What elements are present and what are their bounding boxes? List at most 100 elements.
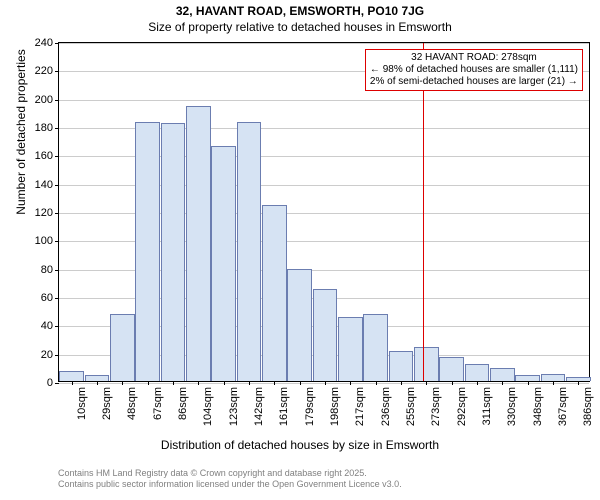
xtick-label: 386sqm bbox=[582, 387, 594, 426]
bar bbox=[465, 364, 490, 381]
bar bbox=[490, 368, 515, 381]
bar bbox=[389, 351, 414, 381]
xtick-label: 330sqm bbox=[506, 387, 518, 426]
ytick-mark bbox=[55, 43, 59, 44]
bar bbox=[186, 106, 211, 381]
xtick-label: 255sqm bbox=[405, 387, 417, 426]
ytick-label: 240 bbox=[35, 37, 53, 49]
annotation-line: ← 98% of detached houses are smaller (1,… bbox=[370, 64, 578, 76]
xtick-label: 367sqm bbox=[557, 387, 569, 426]
xtick-mark bbox=[350, 381, 351, 385]
bar bbox=[439, 357, 464, 381]
bar bbox=[338, 317, 363, 381]
credits: Contains HM Land Registry data © Crown c… bbox=[58, 468, 402, 490]
ytick-label: 60 bbox=[41, 292, 53, 304]
annotation-box: 32 HAVANT ROAD: 278sqm← 98% of detached … bbox=[365, 49, 583, 91]
ytick-label: 20 bbox=[41, 349, 53, 361]
bar bbox=[110, 314, 135, 381]
bar bbox=[287, 269, 312, 381]
xtick-label: 123sqm bbox=[228, 387, 240, 426]
ytick-label: 180 bbox=[35, 122, 53, 134]
xtick-label: 104sqm bbox=[202, 387, 214, 426]
xtick-mark bbox=[376, 381, 377, 385]
ytick-label: 200 bbox=[35, 94, 53, 106]
xtick-mark bbox=[224, 381, 225, 385]
annotation-line: 2% of semi-detached houses are larger (2… bbox=[370, 76, 578, 88]
ytick-mark bbox=[55, 298, 59, 299]
bar bbox=[211, 146, 236, 381]
xtick-label: 86sqm bbox=[177, 387, 189, 420]
ytick-mark bbox=[55, 100, 59, 101]
ytick-label: 160 bbox=[35, 150, 53, 162]
ytick-mark bbox=[55, 71, 59, 72]
xtick-mark bbox=[198, 381, 199, 385]
ytick-mark bbox=[55, 326, 59, 327]
credits-line: Contains public sector information licen… bbox=[58, 479, 402, 490]
ytick-label: 40 bbox=[41, 320, 53, 332]
xtick-label: 10sqm bbox=[76, 387, 88, 420]
xtick-label: 67sqm bbox=[152, 387, 164, 420]
xtick-label: 29sqm bbox=[101, 387, 113, 420]
annotation-line: 32 HAVANT ROAD: 278sqm bbox=[370, 52, 578, 64]
xtick-mark bbox=[502, 381, 503, 385]
xtick-mark bbox=[148, 381, 149, 385]
ytick-mark bbox=[55, 185, 59, 186]
xtick-label: 236sqm bbox=[380, 387, 392, 426]
ytick-mark bbox=[55, 241, 59, 242]
xtick-label: 311sqm bbox=[481, 387, 493, 425]
bar bbox=[135, 122, 160, 381]
bar bbox=[59, 371, 84, 381]
ytick-label: 220 bbox=[35, 65, 53, 77]
xtick-label: 273sqm bbox=[430, 387, 442, 426]
marker-line bbox=[423, 43, 424, 381]
bar bbox=[237, 122, 262, 381]
chart-title-line1: 32, HAVANT ROAD, EMSWORTH, PO10 7JG bbox=[0, 4, 600, 18]
xtick-label: 142sqm bbox=[253, 387, 265, 426]
xtick-mark bbox=[300, 381, 301, 385]
xtick-mark bbox=[578, 381, 579, 385]
ytick-mark bbox=[55, 213, 59, 214]
xtick-mark bbox=[528, 381, 529, 385]
xtick-label: 292sqm bbox=[456, 387, 468, 426]
xtick-mark bbox=[97, 381, 98, 385]
gridline bbox=[59, 43, 589, 44]
ytick-label: 140 bbox=[35, 179, 53, 191]
ytick-mark bbox=[55, 128, 59, 129]
xtick-label: 161sqm bbox=[278, 387, 290, 426]
xtick-mark bbox=[325, 381, 326, 385]
xtick-mark bbox=[274, 381, 275, 385]
ytick-mark bbox=[55, 355, 59, 356]
x-axis-label: Distribution of detached houses by size … bbox=[0, 438, 600, 452]
bar bbox=[363, 314, 388, 381]
xtick-mark bbox=[122, 381, 123, 385]
gridline bbox=[59, 383, 589, 384]
ytick-mark bbox=[55, 270, 59, 271]
xtick-label: 198sqm bbox=[329, 387, 341, 426]
xtick-mark bbox=[452, 381, 453, 385]
bar bbox=[161, 123, 186, 381]
bar bbox=[414, 347, 439, 381]
bar bbox=[313, 289, 338, 381]
xtick-label: 48sqm bbox=[126, 387, 138, 420]
xtick-mark bbox=[72, 381, 73, 385]
bar bbox=[541, 374, 566, 381]
xtick-mark bbox=[477, 381, 478, 385]
xtick-mark bbox=[249, 381, 250, 385]
xtick-mark bbox=[173, 381, 174, 385]
ytick-label: 120 bbox=[35, 207, 53, 219]
ytick-mark bbox=[55, 156, 59, 157]
y-axis-label: Number of detached properties bbox=[14, 0, 28, 302]
ytick-label: 0 bbox=[47, 377, 53, 389]
xtick-label: 179sqm bbox=[304, 387, 316, 426]
xtick-mark bbox=[553, 381, 554, 385]
ytick-mark bbox=[55, 383, 59, 384]
gridline bbox=[59, 100, 589, 101]
plot-area: 02040608010012014016018020022024010sqm29… bbox=[58, 42, 590, 382]
ytick-label: 80 bbox=[41, 264, 53, 276]
xtick-mark bbox=[401, 381, 402, 385]
xtick-label: 217sqm bbox=[354, 387, 366, 426]
ytick-label: 100 bbox=[35, 235, 53, 247]
xtick-label: 348sqm bbox=[532, 387, 544, 426]
chart-title-line2: Size of property relative to detached ho… bbox=[0, 20, 600, 34]
credits-line: Contains HM Land Registry data © Crown c… bbox=[58, 468, 402, 479]
